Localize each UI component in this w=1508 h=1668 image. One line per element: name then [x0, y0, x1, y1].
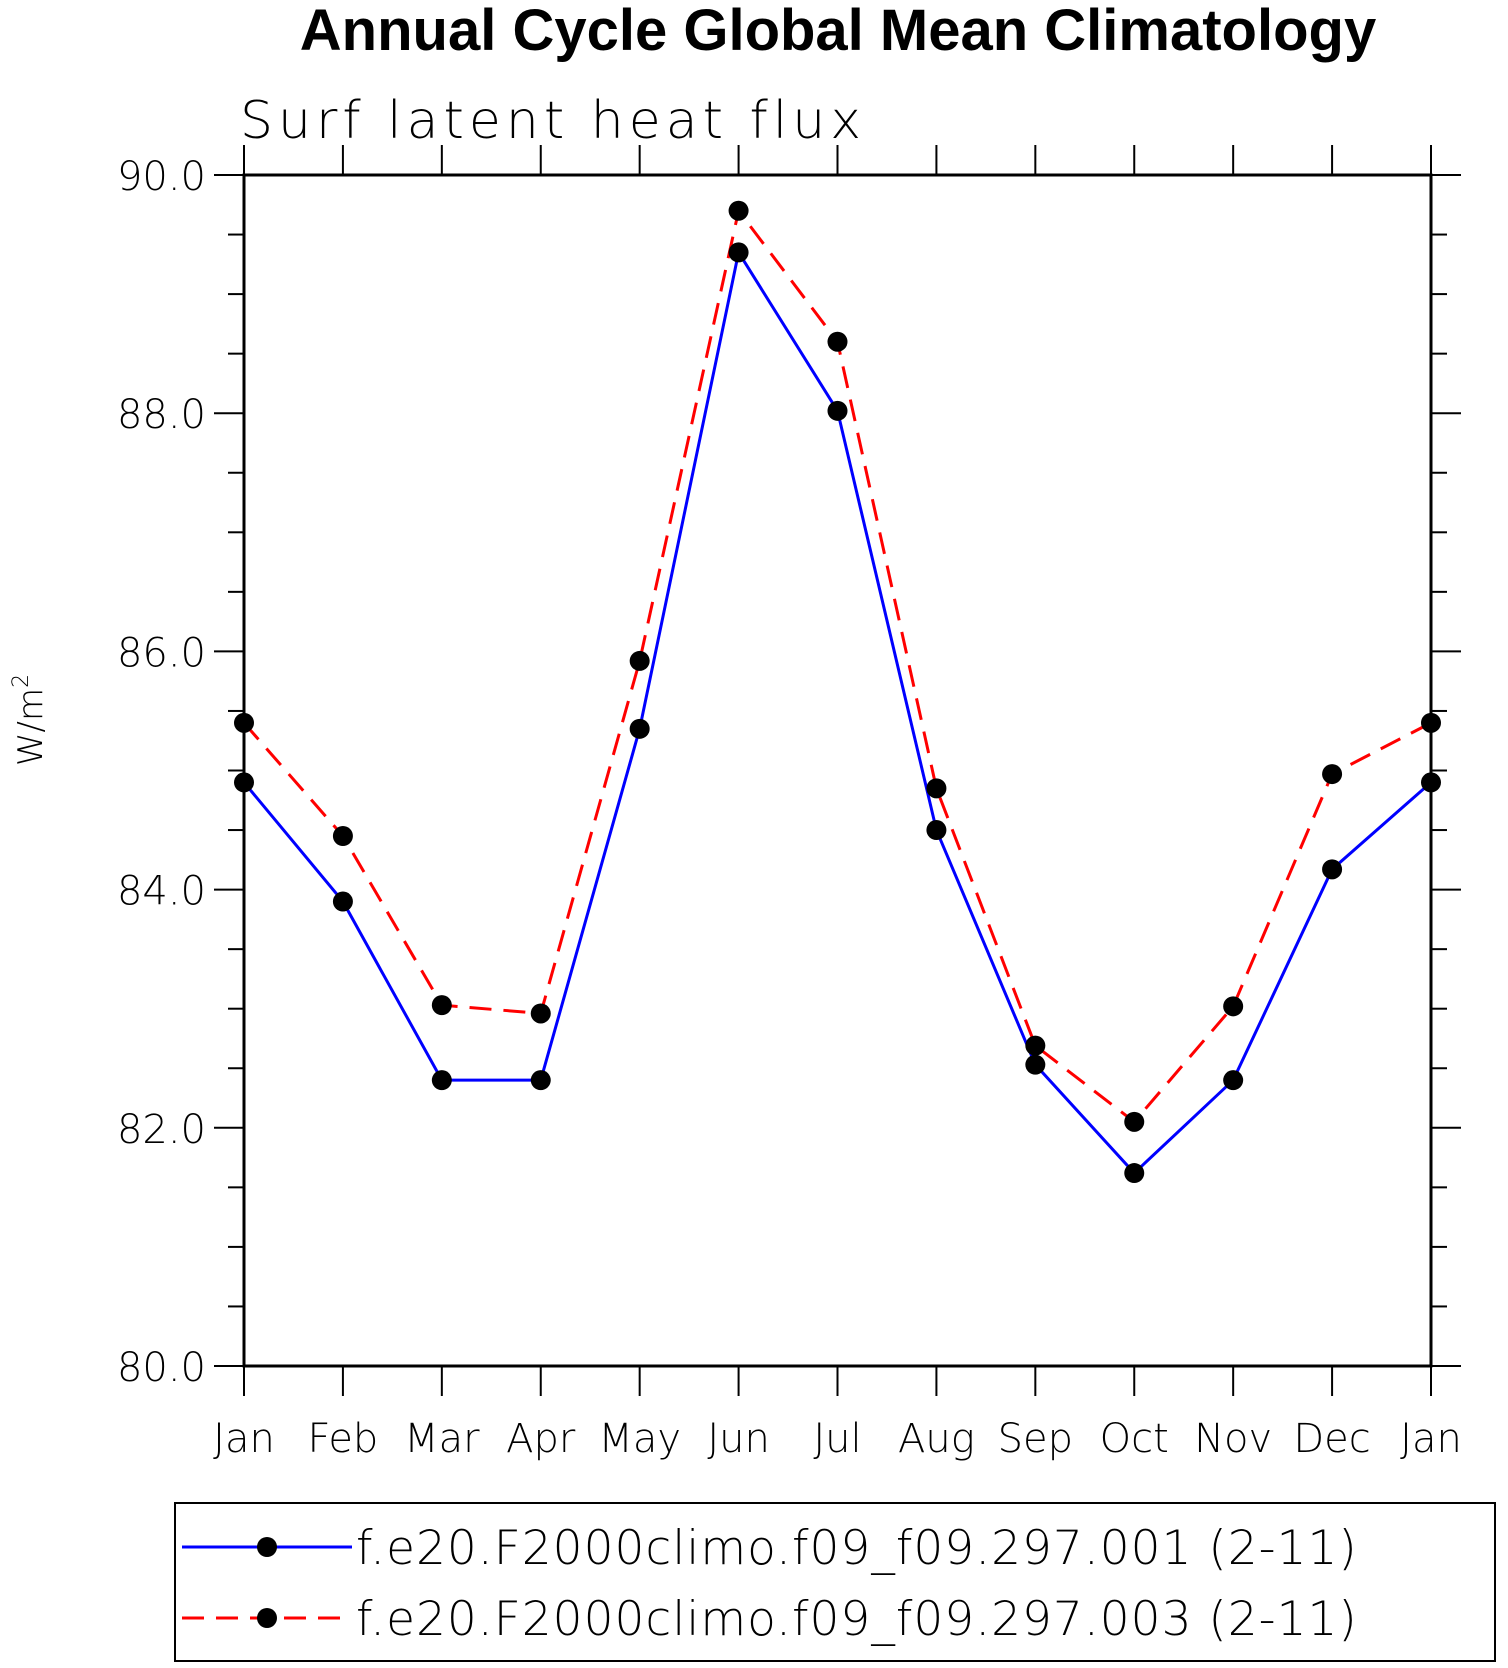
y-tick-label: 84.0 [117, 869, 206, 915]
x-tick-label: Jan [213, 1416, 275, 1462]
x-tick-labels: Jan Feb Mar Apr May Jun Jul Aug Sep Oct Nov Dec Jan [213, 1416, 1462, 1462]
x-tick-label: Jan [1400, 1416, 1462, 1462]
legend-label-series-1: f.e20.F2000climo.f09_f09.297.001 (2-11) [356, 1521, 1358, 1576]
series-group [234, 200, 1441, 1184]
data-point-series-1 [1124, 1163, 1145, 1184]
data-point-series-2 [1124, 1111, 1145, 1132]
data-point-series-2 [926, 778, 947, 799]
data-point-series-2 [728, 200, 749, 221]
x-tick-label: Jun [707, 1416, 770, 1462]
y-axis-label-unit: W/m [11, 688, 51, 766]
x-tick-label: Nov [1194, 1416, 1272, 1462]
y-axis-label: W/m2 [9, 674, 51, 766]
data-point-series-2 [629, 650, 650, 671]
chart-title: Annual Cycle Global Mean Climatology [300, 0, 1376, 63]
data-point-series-2 [1223, 996, 1244, 1017]
y-tick-label: 88.0 [117, 392, 206, 438]
data-point-series-1 [1322, 859, 1343, 880]
data-point-series-2 [332, 826, 353, 847]
legend-marker-series-2 [257, 1608, 277, 1628]
data-point-series-1 [827, 400, 848, 421]
chart-subtitle: Surf latent heat flux [240, 91, 866, 151]
y-tick-label: 80.0 [117, 1345, 206, 1391]
axis-ticks [214, 145, 1461, 1396]
data-point-series-1 [332, 891, 353, 912]
data-point-series-1 [629, 718, 650, 739]
x-tick-label: Oct [1100, 1416, 1169, 1462]
y-axis-label-superscript: 2 [9, 674, 34, 688]
x-tick-label: Feb [308, 1416, 379, 1462]
data-point-series-1 [431, 1070, 452, 1091]
data-point-series-2 [827, 331, 848, 352]
legend-marker-series-1 [257, 1537, 277, 1557]
x-tick-label: Sep [998, 1416, 1073, 1462]
data-point-series-1 [1025, 1054, 1046, 1075]
legend-box [174, 1502, 1496, 1662]
data-point-series-1 [530, 1070, 551, 1091]
plot-frame [242, 173, 1433, 1368]
data-point-series-1 [1223, 1070, 1244, 1091]
data-point-series-1 [926, 820, 947, 841]
data-point-series-2 [1322, 764, 1343, 785]
x-tick-label: May [598, 1416, 681, 1462]
data-point-series-2 [530, 1003, 551, 1024]
y-tick-label: 86.0 [117, 630, 206, 676]
y-tick-label: 82.0 [117, 1107, 206, 1153]
data-point-series-1 [728, 242, 749, 263]
legend-label-series-2: f.e20.F2000climo.f09_f09.297.003 (2-11) [356, 1592, 1358, 1647]
data-point-series-2 [431, 995, 452, 1016]
x-tick-label: Dec [1293, 1416, 1370, 1462]
x-tick-label: Jul [813, 1416, 861, 1462]
y-tick-label: 90.0 [117, 154, 206, 200]
x-tick-label: Apr [506, 1416, 576, 1462]
series-line-1 [242, 248, 1432, 1176]
x-tick-label: Aug [898, 1416, 975, 1462]
legend: f.e20.F2000climo.f09_f09.297.001 (2-11) … [174, 1502, 1496, 1662]
y-tick-labels: 80.0 82.0 84.0 86.0 88.0 90.0 [117, 154, 206, 1391]
x-tick-label: Mar [404, 1416, 480, 1462]
data-point-series-2 [1025, 1035, 1046, 1056]
